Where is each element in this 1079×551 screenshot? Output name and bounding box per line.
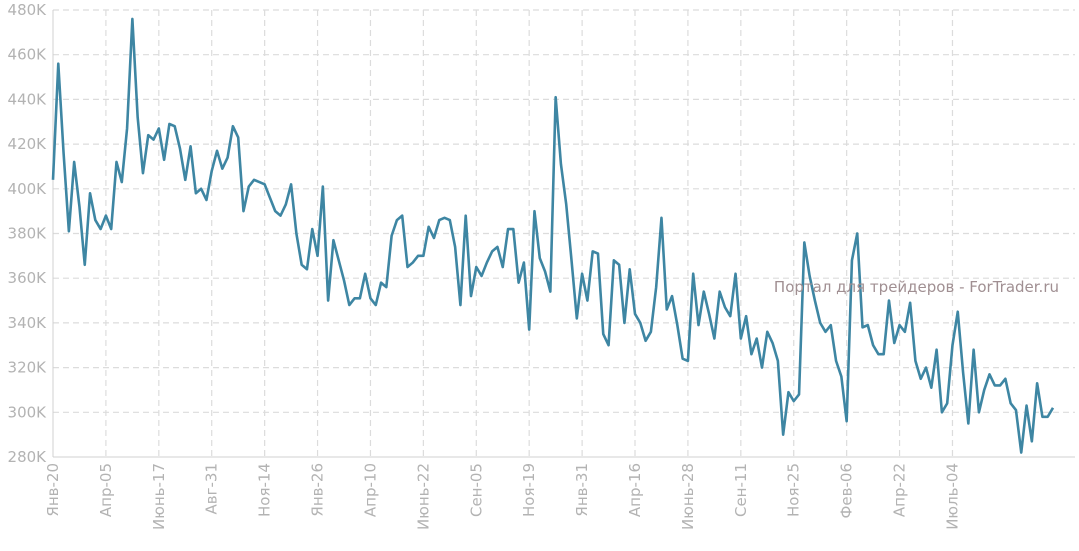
y-tick-label: 300K xyxy=(8,403,48,421)
x-tick-label: Сен-11 xyxy=(732,463,750,517)
x-tick-label: Янв-20 xyxy=(44,463,62,517)
watermark-text: Портал для трейдеров - ForTrader.ru xyxy=(774,278,1059,296)
x-tick-label: Апр-05 xyxy=(97,463,115,517)
x-tick-label: Ноя-19 xyxy=(520,463,538,517)
vertical-gridlines xyxy=(52,10,954,457)
x-tick-label: Апр-16 xyxy=(626,463,644,517)
x-tick-label: Авг-31 xyxy=(203,463,221,514)
x-tick-label: Июль-04 xyxy=(943,463,961,530)
x-tick-label: Апр-22 xyxy=(891,463,909,517)
x-tick-label: Апр-10 xyxy=(361,463,379,517)
horizontal-gridlines xyxy=(53,9,1075,458)
y-tick-label: 280K xyxy=(8,448,48,466)
x-tick-label: Июнь-17 xyxy=(150,463,168,530)
x-axis-tick-labels: Янв-20 Апр-05 Июнь-17 Авг-31 Ноя-14 Янв-26 Апр… xyxy=(44,463,961,530)
x-tick-label: Июнь-22 xyxy=(414,463,432,530)
x-tick-label: Фев-06 xyxy=(838,463,856,518)
y-tick-label: 480K xyxy=(8,1,48,19)
y-tick-label: 400K xyxy=(8,180,48,198)
x-tick-label: Янв-31 xyxy=(573,463,591,517)
y-tick-label: 360K xyxy=(8,269,48,287)
y-tick-label: 420K xyxy=(8,135,48,153)
y-tick-label: 320K xyxy=(8,359,48,377)
y-axis-tick-labels: 280K 300K 320K 340K 360K 380K 400K 420K 440K 460K… xyxy=(8,1,48,466)
x-tick-label: Июнь-28 xyxy=(679,463,697,530)
y-tick-label: 460K xyxy=(8,46,48,64)
y-tick-label: 440K xyxy=(8,90,48,108)
x-tick-label: Ноя-25 xyxy=(785,463,803,517)
y-tick-label: 340K xyxy=(8,314,48,332)
x-tick-label: Ноя-14 xyxy=(256,463,274,517)
x-tick-label: Сен-05 xyxy=(467,463,485,517)
series-line-jobless-claims xyxy=(51,17,1055,454)
y-tick-label: 380K xyxy=(8,225,48,243)
x-tick-label: Янв-26 xyxy=(309,463,327,517)
